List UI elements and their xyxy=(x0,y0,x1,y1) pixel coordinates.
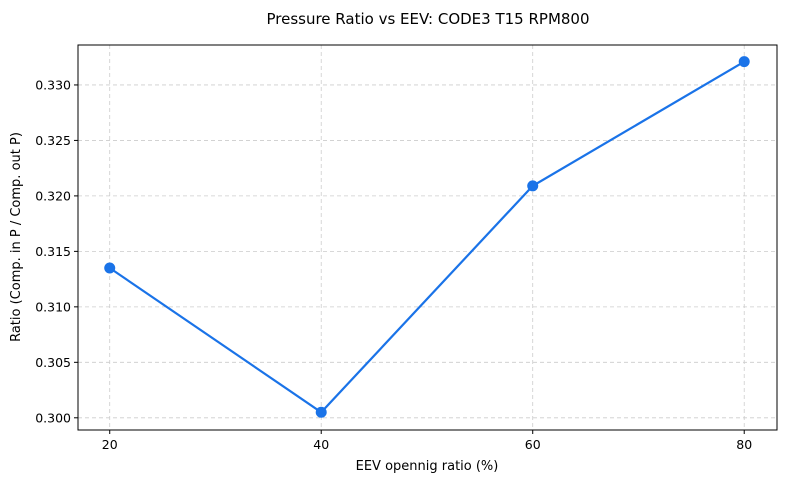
data-point xyxy=(104,262,116,274)
x-tick-label: 40 xyxy=(313,437,329,452)
grid xyxy=(78,45,777,430)
y-tick-label: 0.315 xyxy=(35,244,71,259)
y-axis: 0.300 0.305 0.310 0.315 0.320 0.325 0.330 xyxy=(35,77,78,425)
x-axis: 20 40 60 80 xyxy=(102,430,752,452)
y-tick-label: 0.300 xyxy=(35,410,71,425)
y-tick-label: 0.320 xyxy=(35,188,71,203)
series-line xyxy=(109,60,745,414)
y-tick-label: 0.330 xyxy=(35,77,71,92)
x-tick-label: 60 xyxy=(525,437,541,452)
y-tick-label: 0.325 xyxy=(35,133,71,148)
data-point xyxy=(315,406,327,418)
y-tick-label: 0.305 xyxy=(35,355,71,370)
x-tick-label: 20 xyxy=(102,437,118,452)
plot-frame xyxy=(77,44,778,431)
data-point xyxy=(527,180,539,192)
y-axis-label: Ratio (Comp. in P / Comp. out P) xyxy=(9,132,24,342)
series xyxy=(104,56,750,418)
y-tick-label: 0.310 xyxy=(35,299,71,314)
x-tick-label: 80 xyxy=(736,437,752,452)
chart-title: Pressure Ratio vs EEV: CODE3 T15 RPM800 xyxy=(266,10,589,28)
x-axis-label: EEV opennig ratio (%) xyxy=(356,459,499,474)
data-point xyxy=(738,56,750,68)
